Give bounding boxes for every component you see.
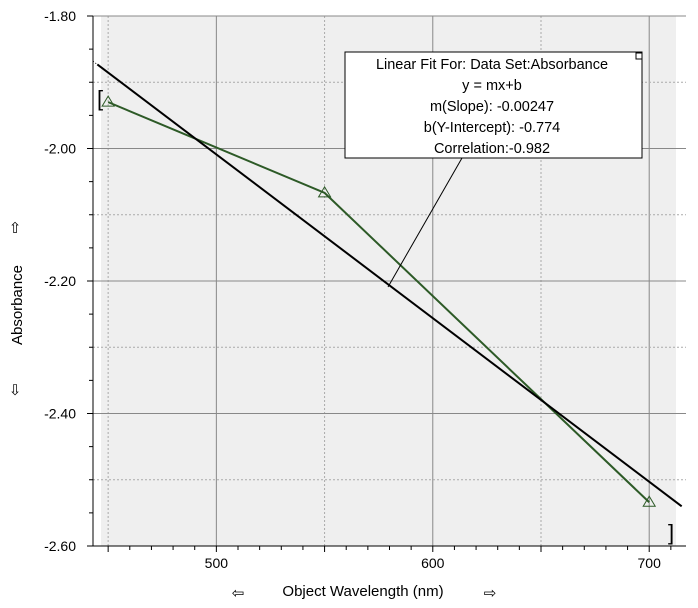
- axes: 500 600 700 -2.60 -2.40 -2.20 -2.00 -1.80: [44, 8, 686, 571]
- y-tick-label: -1.80: [44, 8, 76, 24]
- fit-slope: m(Slope): -0.00247: [430, 99, 554, 115]
- x-tick-label: 700: [638, 555, 662, 571]
- y-tick-label: -2.00: [44, 141, 76, 157]
- data-point-marker: [317, 185, 332, 198]
- data-point-marker: [642, 495, 657, 507]
- fit-box-handle-icon[interactable]: [635, 52, 643, 60]
- linear-fit-annotation[interactable]: Linear Fit For: Data Set:Absorbance y = …: [344, 51, 643, 288]
- y-tick-label: -2.60: [44, 538, 76, 554]
- x-axis-title: Object Wavelength (nm): [282, 583, 443, 600]
- data-point-marker: [101, 95, 116, 107]
- y-tick-label: -2.20: [44, 273, 76, 289]
- fit-title: Linear Fit For: Data Set:Absorbance: [376, 57, 608, 73]
- fit-intercept: b(Y-Intercept): -0.774: [424, 120, 560, 136]
- fit-equation: y = mx+b: [462, 78, 522, 94]
- y-axis-up-arrow-icon[interactable]: ⇧: [9, 220, 22, 237]
- fit-leader-line: [387, 157, 463, 288]
- y-axis-down-arrow-icon[interactable]: ⇩: [9, 382, 22, 399]
- y-axis-title: Absorbance: [9, 265, 26, 345]
- fit-range-bracket-left[interactable]: [: [97, 86, 103, 111]
- x-axis-right-arrow-icon[interactable]: ⇨: [484, 585, 497, 602]
- fit-range-bracket-right[interactable]: ]: [668, 520, 674, 545]
- x-tick-label: 500: [205, 555, 229, 571]
- x-tick-label: 600: [421, 555, 445, 571]
- fit-correlation: Correlation:-0.982: [434, 141, 550, 157]
- fit-line-extension: [92, 60, 98, 65]
- y-tick-label: -2.40: [44, 406, 76, 422]
- x-axis-left-arrow-icon[interactable]: ⇦: [232, 585, 245, 602]
- fit-box-frame: [344, 51, 643, 159]
